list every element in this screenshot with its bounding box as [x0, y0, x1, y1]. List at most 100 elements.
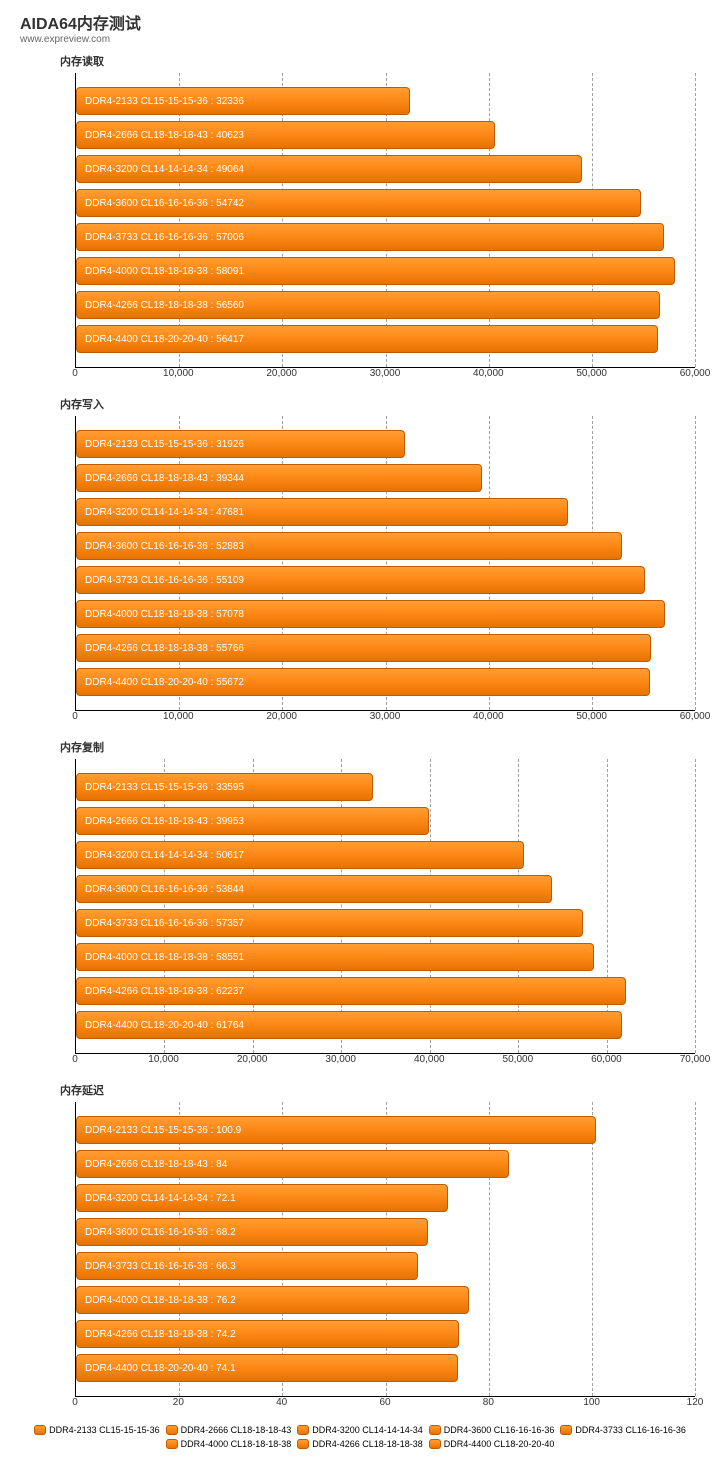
x-axis: 010,00020,00030,00040,00050,00060,000 — [75, 368, 695, 384]
grid-line — [592, 1102, 593, 1396]
bar-label: DDR4-4266 CL18-18-18-38 : 55766 — [85, 643, 244, 654]
legend-swatch — [297, 1439, 309, 1449]
grid-line — [607, 759, 608, 1053]
bar: DDR4-4000 CL18-18-18-38 : 58551 — [76, 943, 594, 971]
bar: DDR4-4000 CL18-18-18-38 : 58091 — [76, 257, 675, 285]
legend-item: DDR4-4000 CL18-18-18-38 — [166, 1439, 292, 1449]
bar-label: DDR4-2133 CL15-15-15-36 : 100.9 — [85, 1125, 241, 1136]
bar: DDR4-3600 CL16-16-16-36 : 52883 — [76, 532, 622, 560]
legend-swatch — [166, 1425, 178, 1435]
bar-label: DDR4-2666 CL18-18-18-43 : 84 — [85, 1159, 227, 1170]
bar-row: DDR4-3200 CL14-14-14-34 : 49064 — [76, 155, 695, 183]
bar-row: DDR4-4266 CL18-18-18-38 : 55766 — [76, 634, 695, 662]
bar: DDR4-4400 CL18-20-20-40 : 56417 — [76, 325, 658, 353]
x-tick-label: 40,000 — [473, 711, 504, 722]
bar-label: DDR4-4400 CL18-20-20-40 : 61764 — [85, 1020, 244, 1031]
x-tick-label: 60,000 — [591, 1054, 622, 1065]
x-tick-label: 50,000 — [576, 711, 607, 722]
bar: DDR4-3600 CL16-16-16-36 : 68.2 — [76, 1218, 428, 1246]
grid-line — [695, 416, 696, 710]
bar-row: DDR4-3600 CL16-16-16-36 : 53844 — [76, 875, 695, 903]
bar-row: DDR4-4266 CL18-18-18-38 : 62237 — [76, 977, 695, 1005]
bar-row: DDR4-2666 CL18-18-18-43 : 39344 — [76, 464, 695, 492]
plot-area: DDR4-2133 CL15-15-15-36 : 100.9 DDR4-2666… — [75, 1102, 695, 1397]
bar-label: DDR4-4400 CL18-20-20-40 : 56417 — [85, 334, 244, 345]
bar: DDR4-2133 CL15-15-15-36 : 33595 — [76, 773, 373, 801]
bar-label: DDR4-3200 CL14-14-14-34 : 47681 — [85, 507, 244, 518]
bar-label: DDR4-4400 CL18-20-20-40 : 55672 — [85, 677, 244, 688]
bar-row: DDR4-4400 CL18-20-20-40 : 61764 — [76, 1011, 695, 1039]
x-tick-label: 10,000 — [163, 368, 194, 379]
bar: DDR4-3733 CL16-16-16-36 : 55109 — [76, 566, 645, 594]
bar: DDR4-2133 CL15-15-15-36 : 100.9 — [76, 1116, 596, 1144]
x-tick-label: 0 — [72, 1054, 78, 1065]
x-tick-label: 80 — [483, 1397, 494, 1408]
x-tick-label: 20,000 — [237, 1054, 268, 1065]
panel-title: 内存读取 — [60, 53, 700, 69]
chart-wrap: DDR4-2133 CL15-15-15-36 : 31926DDR4-2666… — [75, 416, 695, 727]
x-tick-label: 30,000 — [370, 711, 401, 722]
bar-label: DDR4-3733 CL16-16-16-36 : 57006 — [85, 232, 244, 243]
bar-label: DDR4-2666 CL18-18-18-43 : 39344 — [85, 473, 244, 484]
bar-label: DDR4-4266 CL18-18-18-38 : 56560 — [85, 300, 244, 311]
bar: DDR4-4266 CL18-18-18-38 : 56560 — [76, 291, 660, 319]
x-tick-label: 50,000 — [503, 1054, 534, 1065]
grid-line — [386, 1102, 387, 1396]
chart-panel: 内存复制DDR4-2133 CL15-15-15-36 : 33595DDR4-… — [20, 739, 700, 1070]
x-axis: 010,00020,00030,00040,00050,00060,000 — [75, 711, 695, 727]
legend-item: DDR4-4400 CL18-20-20-40 — [429, 1439, 555, 1449]
bar-row: DDR4-2666 CL18-18-18-43 : 39953 — [76, 807, 695, 835]
legend-item: DDR4-3200 CL14-14-14-34 — [297, 1425, 423, 1435]
bar-row: DDR4-4400 CL18-20-20-40 : 55672 — [76, 668, 695, 696]
bar-label: DDR4-4266 CL18-18-18-38 : 74.2 — [85, 1329, 236, 1340]
chart-wrap: DDR4-2133 CL15-15-15-36 : 32336 DDR4-2666… — [75, 73, 695, 384]
legend-item: DDR4-3600 CL16-16-16-36 — [429, 1425, 555, 1435]
bar-row: DDR4-4000 CL18-18-18-38 : 76.2 — [76, 1286, 695, 1314]
chart-panel: 内存延迟DDR4-2133 CL15-15-15-36 : 100.9DDR4-… — [20, 1082, 700, 1413]
grid-line — [592, 416, 593, 710]
x-tick-label: 40,000 — [414, 1054, 445, 1065]
legend-item: DDR4-3733 CL16-16-16-36 — [560, 1425, 686, 1435]
grid-line — [253, 759, 254, 1053]
bar: DDR4-3200 CL14-14-14-34 : 47681 — [76, 498, 568, 526]
legend: DDR4-2133 CL15-15-15-36DDR4-2666 CL18-18… — [20, 1425, 700, 1449]
bar: DDR4-4000 CL18-18-18-38 : 76.2 — [76, 1286, 469, 1314]
bar: DDR4-4400 CL18-20-20-40 : 74.1 — [76, 1354, 458, 1382]
grid-line — [489, 1102, 490, 1396]
legend-swatch — [429, 1439, 441, 1449]
grid-line — [695, 1102, 696, 1396]
grid-line — [341, 759, 342, 1053]
bar: DDR4-4400 CL18-20-20-40 : 55672 — [76, 668, 650, 696]
bar: DDR4-4266 CL18-18-18-38 : 55766 — [76, 634, 651, 662]
bar: DDR4-2666 CL18-18-18-43 : 40623 — [76, 121, 495, 149]
chart-panel: 内存写入 DDR4-2133 CL15-15-15-36 : 31926DDR4-… — [20, 396, 700, 727]
x-tick-label: 0 — [72, 368, 78, 379]
legend-label: DDR4-2666 CL18-18-18-43 — [181, 1425, 292, 1435]
bar: DDR4-3200 CL14-14-14-34 : 49064 — [76, 155, 582, 183]
bar: DDR4-4266 CL18-18-18-38 : 62237 — [76, 977, 626, 1005]
grid-line — [386, 416, 387, 710]
chart-wrap: DDR4-2133 CL15-15-15-36 : 33595 DDR4-2666… — [75, 759, 695, 1070]
x-tick-label: 120 — [687, 1397, 704, 1408]
bar-row: DDR4-4266 CL18-18-18-38 : 74.2 — [76, 1320, 695, 1348]
bar-row: DDR4-4266 CL18-18-18-38 : 56560 — [76, 291, 695, 319]
bar-label: DDR4-4000 CL18-18-18-38 : 76.2 — [85, 1295, 236, 1306]
bar-row: DDR4-2666 CL18-18-18-43 : 84 — [76, 1150, 695, 1178]
grid-line — [518, 759, 519, 1053]
bar-row: DDR4-3600 CL16-16-16-36 : 52883 — [76, 532, 695, 560]
bar-label: DDR4-3733 CL16-16-16-36 : 55109 — [85, 575, 244, 586]
bar-label: DDR4-2133 CL15-15-15-36 : 32336 — [85, 96, 244, 107]
grid-line — [489, 416, 490, 710]
x-tick-label: 20 — [173, 1397, 184, 1408]
grid-line — [179, 416, 180, 710]
bar: DDR4-4400 CL18-20-20-40 : 61764 — [76, 1011, 622, 1039]
plot-area: DDR4-2133 CL15-15-15-36 : 31926DDR4-2666… — [75, 416, 695, 711]
bar-row: DDR4-3200 CL14-14-14-34 : 50617 — [76, 841, 695, 869]
legend-swatch — [297, 1425, 309, 1435]
panel-title: 内存写入 — [60, 396, 700, 412]
x-tick-label: 70,000 — [680, 1054, 711, 1065]
bar-row: DDR4-3733 CL16-16-16-36 : 57357 — [76, 909, 695, 937]
grid-line — [282, 1102, 283, 1396]
x-tick-label: 30,000 — [325, 1054, 356, 1065]
x-tick-label: 10,000 — [148, 1054, 179, 1065]
